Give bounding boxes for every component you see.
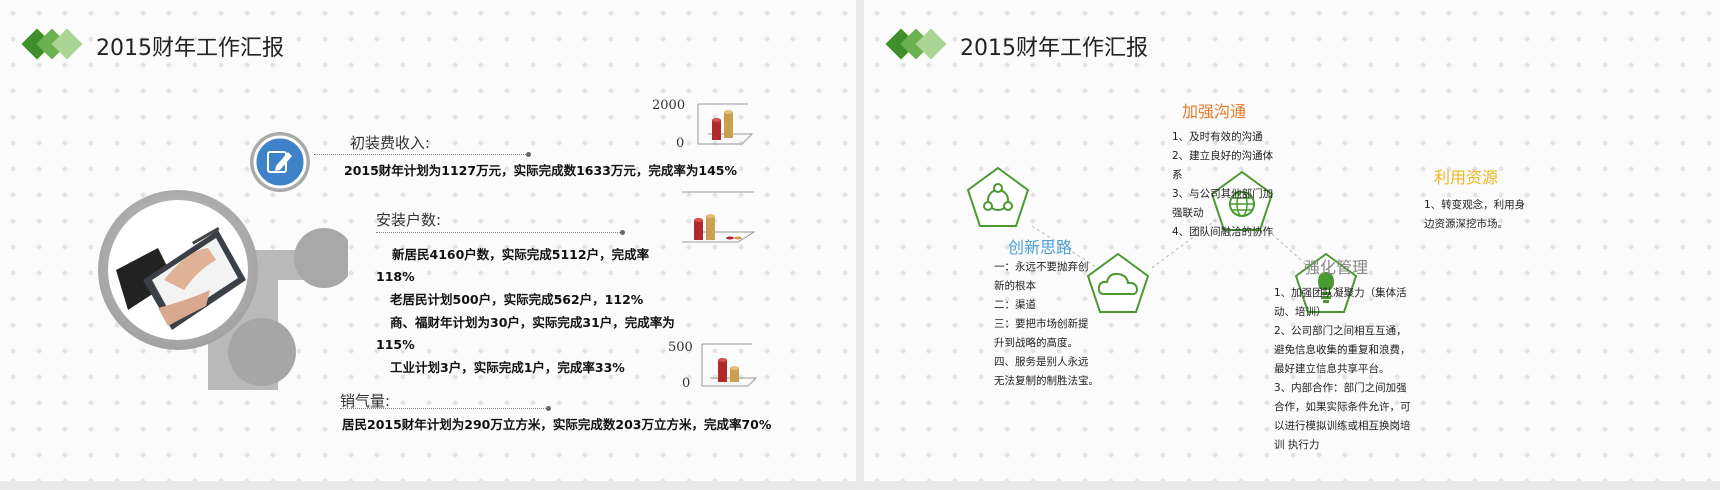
- communication-line: 3、与公司其他部门加: [1172, 188, 1274, 200]
- management-line: 最好建立信息共享平台。: [1274, 363, 1390, 375]
- divider-3: [340, 408, 548, 409]
- management-line: 合作，如果实际条件允许，可: [1274, 401, 1411, 413]
- communication-line: 系: [1172, 169, 1183, 181]
- heading-communication: 加强沟通: [1182, 102, 1247, 121]
- innovation-line: 三：要把市场创新提: [994, 318, 1089, 330]
- management-line: 2、公司部门之间相互互通，: [1274, 325, 1407, 337]
- communication-line: 2、建立良好的沟通体: [1172, 150, 1274, 162]
- innovation-line: 一：永远不要抛弃创: [994, 261, 1089, 273]
- communication-line: 强联动: [1172, 207, 1204, 219]
- management-text: 1、加强团队凝聚力（集体活 动、培训） 2、公司部门之间相互互通， 避免信息收集…: [1274, 284, 1424, 455]
- innovation-line: 升到战略的高度。: [994, 337, 1078, 349]
- divider-2: [376, 232, 622, 233]
- innovation-line: 无法复制的制胜法宝。: [994, 375, 1099, 387]
- innovation-line: 新的根本: [994, 280, 1036, 292]
- heading-innovation: 创新思路: [1008, 238, 1073, 257]
- innovation-line: 四、服务是别人永远: [994, 356, 1089, 368]
- households-line: 115%: [376, 337, 415, 352]
- edit-icon: [268, 138, 316, 186]
- divider-1: [314, 154, 528, 155]
- households-line: 老居民计划500户，实际完成562户，112%: [390, 292, 644, 307]
- node-network: [966, 166, 1030, 227]
- section-label-households: 安装户数:: [376, 211, 442, 229]
- management-line: 1、加强团队凝聚力（集体活: [1274, 287, 1407, 299]
- connector-lines: [1031, 217, 1311, 277]
- resources-text: 1、转变观念，利用身 边资源深挖市场。: [1424, 196, 1554, 234]
- management-line: 训 执行力: [1274, 439, 1320, 451]
- management-line: 以进行模拟训练或相互换岗培: [1274, 420, 1411, 432]
- logo-diamonds: [21, 28, 88, 60]
- section-label-income: 初装费收入:: [350, 134, 431, 152]
- slide-right: 2015财年工作汇报 加强沟通 1、及时有效的沟通 2、建立良好的沟通: [864, 0, 1720, 481]
- chart3-tick-top: 500: [668, 340, 693, 355]
- slide-left: 2015财年工作汇报 初装费收入: 2015财年计划为1127万元，实际完成数1: [0, 0, 856, 481]
- chart1-tick-top: 2000: [652, 98, 686, 113]
- income-text: 2015财年计划为1127万元，实际完成数1633万元，完成率为145%: [344, 163, 737, 178]
- divider-dot-1: [526, 152, 531, 157]
- chart3-bars: [701, 343, 758, 387]
- management-line: 3、内部合作：部门之间加强: [1274, 382, 1407, 394]
- communication-text: 1、及时有效的沟通 2、建立良好的沟通体 系 3、与公司其他部门加 强联动 4、…: [1172, 128, 1292, 242]
- gas-text: 居民2015财年计划为290万立方米，实际完成数203万立方米，完成率70%: [342, 417, 772, 432]
- heading-management: 强化管理: [1304, 258, 1369, 277]
- section-label-gas: 销气量:: [340, 392, 391, 410]
- node-bulb: [1294, 252, 1358, 313]
- innovation-text: 一：永远不要抛弃创 新的根本 二：渠道 三：要把市场创新提 升到战略的高度。 四…: [994, 258, 1114, 391]
- households-line: 118%: [376, 269, 415, 284]
- resources-line: 边资源深挖市场。: [1424, 218, 1508, 230]
- chart2-bars: [682, 191, 756, 243]
- communication-line: 4、团队间融洽的协作: [1172, 226, 1274, 238]
- blob-graphic: [98, 132, 348, 390]
- chart1-tick-zero: 0: [676, 136, 685, 151]
- households-line: 工业计划3户，实际完成1户，完成率33%: [390, 360, 625, 375]
- management-line: 避免信息收集的重复和浪费，: [1274, 344, 1411, 356]
- divider-dot-2: [620, 230, 625, 235]
- slide-title: 2015财年工作汇报: [96, 36, 284, 61]
- households-line: 新居民4160户数，实际完成5112户，完成率: [392, 247, 650, 262]
- communication-line: 1、及时有效的沟通: [1172, 131, 1263, 143]
- chart1-bars: [697, 103, 754, 145]
- innovation-line: 二：渠道: [994, 299, 1036, 311]
- divider-dot-3: [546, 406, 551, 411]
- slide-title: 2015财年工作汇报: [960, 36, 1148, 61]
- network-icon: [982, 182, 1014, 214]
- node-cloud: [1086, 252, 1150, 313]
- heading-resources: 利用资源: [1434, 168, 1499, 187]
- households-line: 商、福财年计划为30户，实际完成31户，完成率为: [390, 315, 675, 330]
- resources-line: 1、转变观念，利用身: [1424, 199, 1526, 211]
- chart3-tick-zero: 0: [682, 376, 691, 391]
- management-line: 动、培训）: [1274, 306, 1327, 318]
- node-globe: [1210, 170, 1274, 231]
